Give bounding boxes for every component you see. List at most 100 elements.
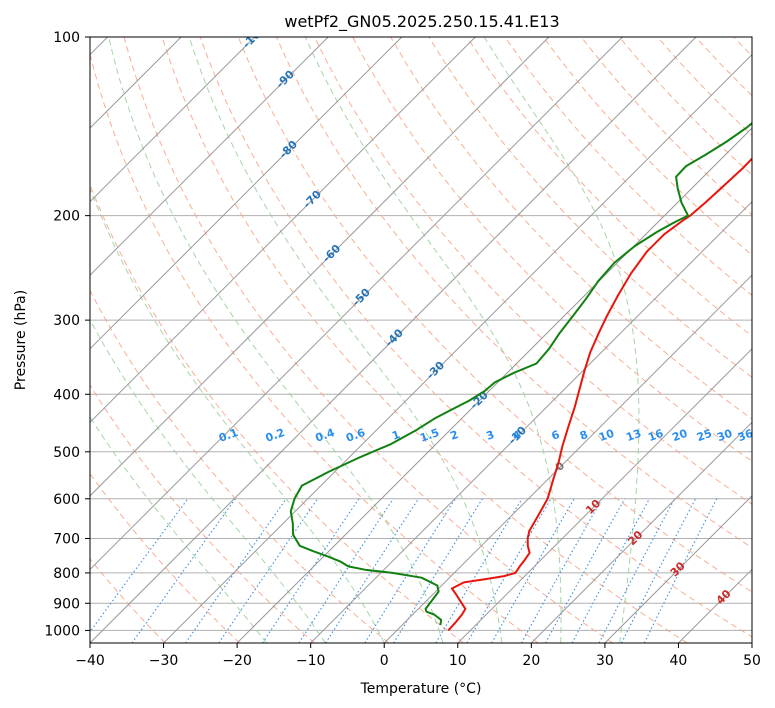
mixing-ratio-label: 13 (624, 427, 643, 444)
mixing-ratio-label: 6 (550, 428, 562, 443)
y-tick-label: 700 (53, 532, 80, 548)
y-axis-ticks: 1000 900 800 700 600 500 400 300 200 100 (44, 30, 90, 639)
dry-adiabat-line (90, 51, 539, 643)
mixing-ratio-label: 0.2 (264, 426, 287, 445)
mixing-ratio-line (218, 498, 319, 643)
mixing-ratio-label: 2 (449, 428, 461, 443)
x-tick-label: 30 (596, 653, 614, 669)
mixing-ratio-line (621, 498, 696, 643)
dry-adiabat-line (314, 37, 752, 505)
y-tick-label: 800 (53, 566, 80, 582)
x-tick-label: −10 (296, 653, 326, 669)
dry-adiabat-line (390, 37, 752, 420)
mixing-ratio-label: 3 (485, 428, 497, 443)
dry-adiabat-line (90, 183, 464, 643)
dry-adiabat-line (657, 37, 752, 136)
x-tick-label: 50 (743, 653, 761, 669)
plot-frame (89, 36, 753, 644)
y-tick-label: 500 (53, 445, 80, 461)
mixing-ratio-label: 0.6 (344, 426, 367, 445)
x-tick-label: −20 (222, 653, 252, 669)
x-tick-label: 0 (380, 653, 389, 669)
chart-title: wetPf2_GN05.2025.250.15.41.E13 (284, 12, 559, 32)
moist-adiabat-line (188, 37, 503, 643)
moist-adiabat-line (108, 37, 444, 643)
dry-adiabat-line (542, 37, 752, 256)
y-tick-label: 100 (53, 30, 80, 46)
mixing-ratio-label: 1.5 (418, 426, 441, 445)
dry-adiabat-line (90, 384, 315, 643)
plot-area: -100-90-80-70-60-50-40-30-20-10010203040… (90, 37, 755, 643)
isotherm-line (383, 274, 752, 643)
mixing-ratio-label: 10 (597, 427, 616, 445)
isotherm-line (530, 421, 752, 643)
isotherm-label: -70 (301, 187, 324, 210)
dry-adiabat-line (237, 37, 752, 593)
x-tick-label: 40 (670, 653, 688, 669)
y-tick-label: 400 (53, 387, 80, 403)
isotherm-line (678, 568, 752, 643)
isotherm-line (90, 37, 256, 203)
isotherm-line (310, 200, 752, 643)
y-tick-label: 1000 (44, 623, 80, 639)
mixing-ratio-label: 0.1 (217, 426, 240, 445)
x-tick-label: 10 (449, 653, 467, 669)
moist-adiabat-line (90, 187, 385, 643)
mixing-ratio-line (262, 498, 360, 643)
isotherm-line (90, 37, 329, 276)
dry-adiabat-line (199, 37, 752, 638)
y-axis-label: Pressure (hPa) (13, 290, 29, 390)
x-axis-label: Temperature (°C) (360, 681, 482, 697)
dewpoint-profile-line (289, 121, 752, 626)
isotherm-label: 20 (625, 528, 645, 548)
isotherm-label: -80 (277, 138, 300, 161)
mixing-ratio-line (131, 498, 236, 643)
isotherms (90, 37, 752, 643)
temperature-profile-line (447, 157, 752, 632)
mixing-ratio-label: 20 (670, 427, 689, 445)
isotherm-line (604, 495, 752, 643)
dry-adiabat-line (733, 37, 752, 57)
x-axis-ticks: −40 −30 −20 −10 0 10 20 30 40 50 (75, 643, 761, 669)
moist-adiabat-line (90, 416, 267, 643)
mixing-ratio-label: 8 (578, 428, 590, 443)
y-tick-label: 300 (53, 313, 80, 329)
isotherm-line (90, 37, 476, 424)
dry-adiabat-line (161, 37, 688, 643)
mixing-ratio-line (545, 498, 626, 643)
mixing-ratio-line (364, 498, 456, 643)
moist-adiabat-line (304, 37, 562, 643)
mixing-ratio-label: 25 (695, 427, 714, 444)
mixing-ratio-line (643, 498, 718, 643)
pressure-gridlines (90, 37, 752, 631)
sounding-profiles (289, 121, 752, 632)
mixing-ratio-line (90, 498, 189, 633)
isotherm-line (163, 53, 752, 643)
mixing-ratio-line (598, 498, 676, 643)
dry-adiabat-line (352, 37, 752, 462)
dry-adiabat-line (504, 37, 752, 296)
dry-adiabat-line (466, 37, 752, 337)
isotherm-label: -50 (350, 285, 373, 308)
mixing-ratio-label: 36 (736, 427, 755, 445)
y-tick-label: 900 (53, 596, 80, 612)
x-tick-label: 20 (522, 653, 540, 669)
isotherm-line (90, 37, 623, 571)
mixing-ratio-labels: 0.1 0.2 0.4 0.6 1 1.5 2 3 4 6 8 10 13 16 20 25 30 36 (217, 426, 755, 445)
moist-adiabat-line (90, 318, 326, 643)
mixing-ratio-label: 1 (390, 428, 402, 443)
isotherm-line (457, 348, 752, 643)
x-tick-label: −40 (75, 653, 105, 669)
isotherm-line (751, 642, 752, 643)
mixing-ratio-label: 16 (646, 427, 665, 445)
isotherm-line (90, 37, 550, 497)
y-tick-label: 600 (53, 492, 80, 508)
isotherm-line (90, 37, 697, 643)
mixing-ratio-lines (90, 498, 718, 643)
dry-adiabat-line (695, 37, 752, 97)
dry-adiabat-line (123, 37, 613, 643)
mixing-ratio-line (393, 498, 483, 643)
moist-adiabat-line (483, 37, 640, 643)
